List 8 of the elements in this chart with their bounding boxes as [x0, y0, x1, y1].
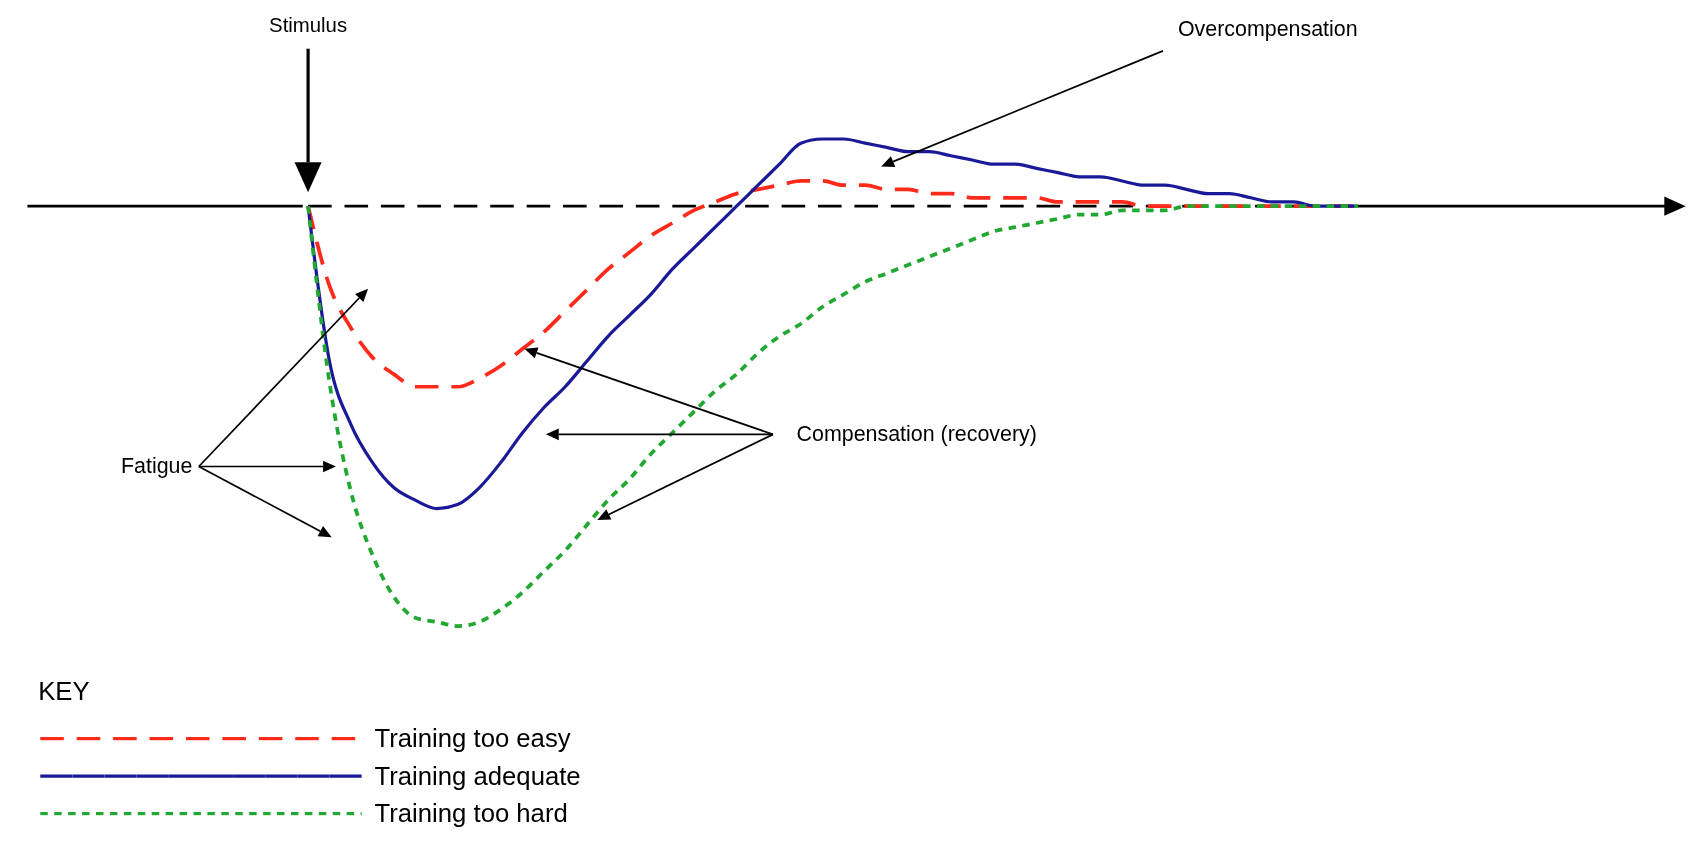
legend-label: Training too hard: [374, 799, 568, 828]
legend-label: Training adequate: [374, 761, 581, 790]
annotation: Compensation (recovery): [796, 421, 1037, 446]
legend-label: Training too easy: [374, 724, 571, 753]
text: Stimulus: [269, 13, 348, 36]
legend-title: KEY: [38, 677, 90, 706]
text: Overcompensation: [1177, 16, 1358, 41]
text: Fatigue: [120, 453, 193, 478]
